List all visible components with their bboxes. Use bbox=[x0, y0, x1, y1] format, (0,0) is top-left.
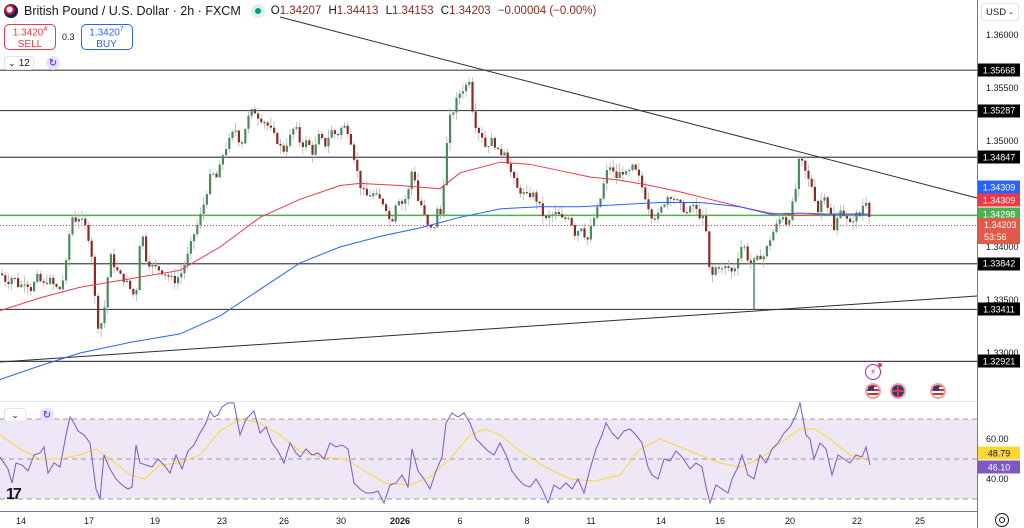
indicators-collapse-button[interactable]: ⌄ 12 bbox=[4, 56, 34, 70]
ohlc-values: O1.34207 H1.34413 L1.34153 C1.34203 −0.0… bbox=[270, 5, 597, 17]
price-level-label: 1.32921 bbox=[978, 354, 1020, 368]
time-tick: 30 bbox=[335, 516, 347, 526]
ohlc-low: 1.34153 bbox=[391, 5, 434, 17]
price-level-label: 1.34847 bbox=[978, 150, 1020, 164]
rsi-tick: 40.00 bbox=[986, 474, 1009, 484]
time-tick: 17 bbox=[83, 516, 95, 526]
market-open-status-icon[interactable] bbox=[250, 4, 265, 18]
price-level-label: 1.33411 bbox=[978, 302, 1020, 316]
pane-divider[interactable] bbox=[0, 401, 977, 402]
us-economic-event-icon-2[interactable] bbox=[930, 383, 946, 399]
trade-panel: 1.34204 SELL 0.3 1.34207 BUY bbox=[4, 24, 133, 50]
refresh-icon[interactable]: ↻ bbox=[46, 56, 60, 70]
ma-slow-line bbox=[0, 201, 870, 380]
price-level-label: 1.34309 bbox=[978, 193, 1020, 207]
ohlc-high: 1.34413 bbox=[336, 5, 379, 17]
last-price: 1.34203 bbox=[984, 220, 1017, 230]
price-tick: 1.36000 bbox=[986, 30, 1019, 40]
trendline bbox=[0, 295, 978, 363]
last-price-label: 1.34203 53:56 bbox=[978, 218, 1020, 244]
chevron-down-icon: ⌄ bbox=[11, 410, 19, 420]
price-tick: 1.34000 bbox=[986, 242, 1019, 252]
us-economic-event-icon[interactable] bbox=[865, 383, 881, 399]
symbol-header: British Pound / U.S. Dollar · 2h · FXCM … bbox=[4, 2, 600, 20]
price-tick: 1.33000 bbox=[986, 348, 1019, 358]
time-tick: 14 bbox=[15, 516, 27, 526]
time-axis[interactable]: 14 17 19 23 26 30 2026 6 8 11 14 16 20 22 25 bbox=[0, 511, 977, 528]
ohlc-open: 1.34207 bbox=[279, 5, 322, 17]
price-tick: 1.33500 bbox=[986, 295, 1019, 305]
time-tick: 19 bbox=[149, 516, 161, 526]
time-tick: 8 bbox=[524, 516, 530, 526]
rsi-line bbox=[0, 401, 871, 505]
spread-value: 0.3 bbox=[62, 32, 75, 42]
time-tick: 23 bbox=[216, 516, 228, 526]
ohlc-change: −0.00004 (−0.00%) bbox=[497, 5, 597, 17]
price-tick: 1.35000 bbox=[986, 136, 1019, 146]
bar-countdown: 53:56 bbox=[984, 232, 1007, 242]
ohlc-close: 1.34203 bbox=[449, 5, 491, 17]
breaking-news-flash-icon[interactable]: ⚡ bbox=[865, 363, 882, 380]
time-tick: 20 bbox=[784, 516, 796, 526]
rsi-ma-line bbox=[0, 418, 871, 486]
currency-selector[interactable]: USD ⌄ bbox=[981, 3, 1019, 21]
price-level-label: 1.34309 bbox=[978, 180, 1020, 194]
rsi-ma-value-label: 48.79 bbox=[978, 446, 1020, 460]
time-tick: 14 bbox=[655, 516, 667, 526]
tradingview-logo[interactable]: 17 bbox=[6, 486, 22, 503]
price-tick: 1.35500 bbox=[986, 83, 1019, 93]
ma-fast-line bbox=[0, 161, 870, 312]
trendline bbox=[279, 16, 978, 199]
chart-settings-gear-icon[interactable] bbox=[995, 513, 1009, 527]
time-tick: 6 bbox=[457, 516, 463, 526]
time-tick: 11 bbox=[586, 516, 596, 526]
rsi-value-label: 46.10 bbox=[978, 460, 1020, 474]
rsi-refresh-icon[interactable]: ↻ bbox=[40, 408, 54, 422]
price-level-label: 1.34298 bbox=[978, 207, 1020, 221]
time-tick: 25 bbox=[914, 516, 926, 526]
time-tick: 16 bbox=[714, 516, 726, 526]
rsi-tick: 60.00 bbox=[986, 434, 1009, 444]
uk-economic-event-icon[interactable] bbox=[890, 383, 906, 399]
sell-button[interactable]: 1.34204 SELL bbox=[4, 24, 56, 50]
symbol-title[interactable]: British Pound / U.S. Dollar · 2h · FXCM bbox=[24, 4, 241, 18]
chevron-down-icon: ⌄ bbox=[1008, 9, 1014, 16]
price-level-label: 1.35668 bbox=[978, 63, 1020, 77]
time-tick: 26 bbox=[278, 516, 290, 526]
gbp-usd-flag-icon bbox=[4, 4, 18, 18]
rsi-collapse-button[interactable]: ⌄ bbox=[4, 408, 26, 422]
price-level-label: 1.33842 bbox=[978, 257, 1020, 271]
time-tick: 2026 bbox=[389, 516, 411, 526]
time-tick: 22 bbox=[851, 516, 863, 526]
price-level-label: 1.35287 bbox=[978, 104, 1020, 118]
chevron-down-icon: ⌄ bbox=[8, 58, 16, 68]
candles bbox=[1, 77, 871, 338]
buy-button[interactable]: 1.34207 BUY bbox=[80, 24, 133, 50]
indicator-count: 12 bbox=[18, 57, 30, 69]
